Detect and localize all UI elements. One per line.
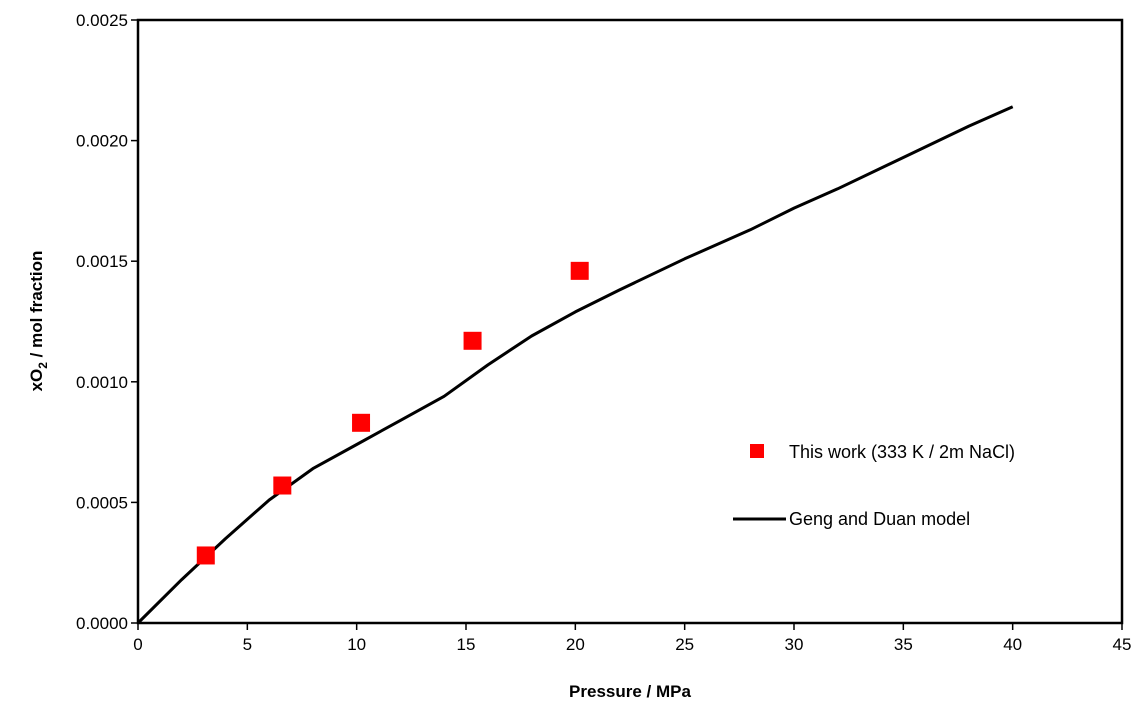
legend-label-this-work: This work (333 K / 2m NaCl) — [789, 442, 1015, 462]
x-tick-label: 35 — [894, 635, 913, 654]
x-tick-label: 15 — [457, 635, 476, 654]
y-axis-title-suffix: / mol fraction — [27, 251, 46, 362]
legend-marker-this-work — [750, 444, 764, 458]
y-tick-label: 0.0000 — [76, 614, 128, 633]
y-tick-label: 0.0020 — [76, 132, 128, 151]
legend: This work (333 K / 2m NaCl) Geng and Dua… — [733, 442, 1015, 529]
x-tick-label: 10 — [347, 635, 366, 654]
legend-label-geng-duan: Geng and Duan model — [789, 509, 970, 529]
data-point-this-work — [570, 261, 589, 280]
y-tick-label: 0.0015 — [76, 252, 128, 271]
plot-area — [136, 18, 1124, 625]
y-tick-label: 0.0005 — [76, 493, 128, 512]
x-tick-label: 45 — [1113, 635, 1132, 654]
y-tick-label: 0.0025 — [76, 11, 128, 30]
x-tick-label: 40 — [1003, 635, 1022, 654]
data-point-this-work — [273, 476, 292, 495]
x-axis-title: Pressure / MPa — [569, 682, 691, 701]
x-axis-ticks: 0 5 10 15 20 25 30 35 40 45 — [133, 623, 1131, 654]
series-layer — [136, 105, 1014, 625]
x-tick-label: 25 — [675, 635, 694, 654]
y-axis-ticks: 0.0000 0.0005 0.0010 0.0015 0.0020 0.0025 — [76, 11, 138, 633]
data-point-this-work — [352, 413, 371, 432]
x-tick-label: 20 — [566, 635, 585, 654]
y-axis-title-subscript: 2 — [36, 362, 50, 369]
x-tick-label: 0 — [133, 635, 142, 654]
x-tick-label: 5 — [243, 635, 252, 654]
y-axis-title: xO2 / mol fraction — [27, 251, 50, 392]
data-point-this-work — [463, 331, 482, 350]
x-tick-label: 30 — [785, 635, 804, 654]
y-axis-title-prefix: xO — [27, 369, 46, 392]
y-tick-label: 0.0010 — [76, 373, 128, 392]
data-point-this-work — [196, 546, 215, 565]
series-line-geng-duan — [136, 105, 1014, 625]
